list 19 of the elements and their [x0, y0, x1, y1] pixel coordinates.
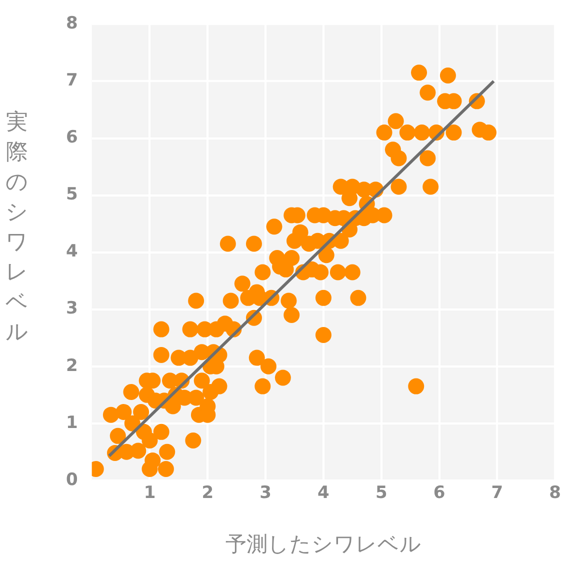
y-tick-label: 2 [66, 356, 78, 376]
y-tick-label: 4 [66, 242, 78, 262]
y-tick-label: 6 [66, 128, 78, 148]
x-tick-label: 4 [318, 483, 330, 504]
x-tick-label: 5 [375, 483, 388, 504]
y-tick-label: 1 [66, 412, 78, 433]
x-tick-label: 7 [491, 483, 504, 504]
y-axis-title: 実際のシワレベル [4, 109, 30, 347]
x-tick-label: 2 [202, 483, 214, 504]
x-tick-label: 6 [433, 483, 446, 504]
y-tick-label: 3 [66, 298, 78, 319]
x-tick-label: 3 [260, 483, 272, 504]
x-tick-label: 1 [144, 483, 156, 504]
y-tick-label: 8 [66, 14, 78, 34]
x-tick-label: 8 [549, 483, 562, 504]
y-tick-label: 5 [66, 184, 78, 205]
y-tick-label: 0 [66, 470, 78, 490]
x-axis-title: 予測したシワレベル [225, 532, 422, 556]
y-tick-label: 7 [66, 70, 78, 91]
